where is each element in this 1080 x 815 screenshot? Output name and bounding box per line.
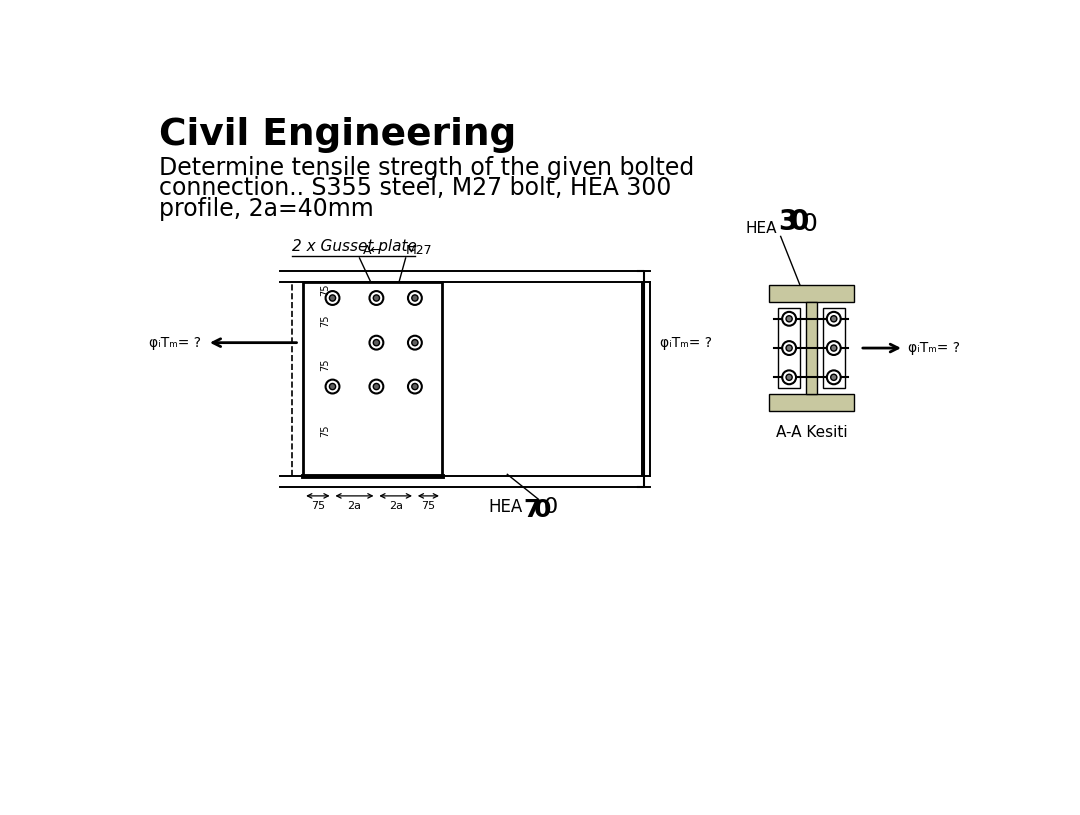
Circle shape: [374, 340, 379, 346]
Circle shape: [411, 295, 418, 301]
Circle shape: [369, 336, 383, 350]
Text: 0: 0: [534, 498, 551, 522]
Circle shape: [786, 315, 793, 322]
Circle shape: [782, 312, 796, 326]
Text: 3: 3: [779, 209, 798, 236]
Circle shape: [408, 380, 422, 394]
Circle shape: [369, 380, 383, 394]
Text: φᵢTₘ= ?: φᵢTₘ= ?: [907, 341, 960, 355]
Text: 75: 75: [421, 500, 435, 510]
Text: a: a: [392, 405, 400, 418]
Circle shape: [782, 370, 796, 384]
Text: 75: 75: [320, 284, 330, 296]
Circle shape: [827, 341, 840, 355]
Circle shape: [411, 340, 418, 346]
Text: 75: 75: [320, 425, 330, 438]
Text: 2a: 2a: [389, 500, 403, 510]
Circle shape: [831, 315, 837, 322]
Circle shape: [325, 380, 339, 394]
Bar: [303, 282, 442, 476]
Circle shape: [831, 345, 837, 351]
Circle shape: [408, 336, 422, 350]
Text: HEA: HEA: [488, 498, 523, 516]
Circle shape: [827, 312, 840, 326]
Text: 0: 0: [543, 497, 557, 518]
Circle shape: [782, 341, 796, 355]
Text: 7: 7: [524, 498, 541, 522]
Text: φᵢTₘ= ?: φᵢTₘ= ?: [660, 336, 712, 350]
Circle shape: [786, 345, 793, 351]
Circle shape: [329, 383, 336, 390]
Text: Civil Engineering: Civil Engineering: [159, 117, 516, 153]
Circle shape: [374, 383, 379, 390]
Circle shape: [329, 295, 336, 301]
Circle shape: [831, 374, 837, 381]
Bar: [769, 285, 854, 302]
Text: 2 x Gusset plate: 2 x Gusset plate: [292, 239, 417, 254]
Circle shape: [411, 383, 418, 390]
Text: φᵢTₘ= ?: φᵢTₘ= ?: [149, 336, 201, 350]
Text: Determine tensile stregth of the given bolted: Determine tensile stregth of the given b…: [159, 156, 694, 179]
Text: 0: 0: [789, 209, 809, 236]
Circle shape: [325, 291, 339, 305]
Bar: [779, 307, 800, 389]
Text: 75: 75: [311, 500, 325, 510]
Text: A-A Kesiti: A-A Kesiti: [775, 425, 848, 440]
Bar: [769, 394, 854, 412]
Text: 75: 75: [320, 314, 330, 327]
Circle shape: [827, 370, 840, 384]
Text: 75: 75: [320, 359, 330, 371]
Circle shape: [786, 374, 793, 381]
Bar: [823, 307, 845, 389]
Text: A←: A←: [363, 244, 382, 258]
Circle shape: [408, 291, 422, 305]
Text: profile, 2a=40mm: profile, 2a=40mm: [159, 197, 374, 221]
Text: connection.. S355 steel, M27 bolt, HEA 300: connection.. S355 steel, M27 bolt, HEA 3…: [159, 176, 672, 200]
Text: 0: 0: [801, 213, 818, 236]
Text: 2a: 2a: [348, 500, 362, 510]
Text: M27: M27: [406, 244, 432, 258]
Bar: [806, 302, 816, 394]
Circle shape: [374, 295, 379, 301]
Circle shape: [369, 291, 383, 305]
Text: HEA: HEA: [745, 222, 777, 236]
